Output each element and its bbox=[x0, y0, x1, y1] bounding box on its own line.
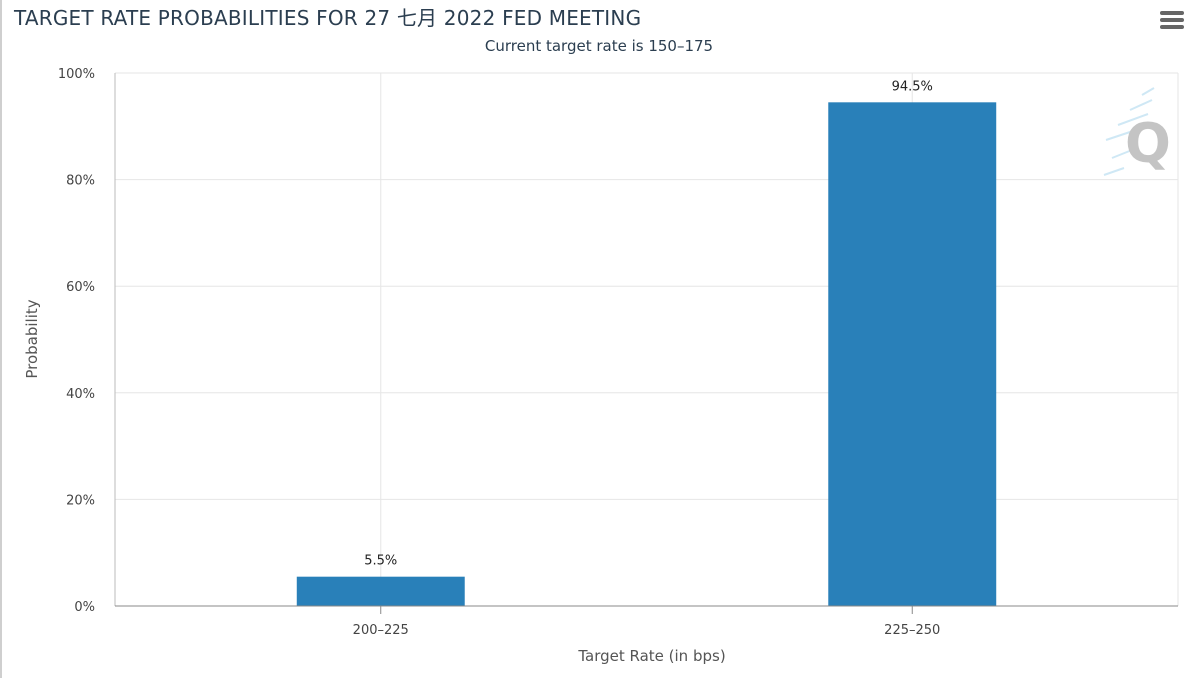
x-tick-label: 200–225 bbox=[353, 623, 409, 638]
y-tick-label: 40% bbox=[66, 387, 95, 402]
y-tick-label: 80% bbox=[66, 174, 95, 189]
x-tick-label: 225–250 bbox=[884, 623, 940, 638]
chart-subtitle: Current target rate is 150–175 bbox=[484, 37, 714, 55]
y-tick-label: 0% bbox=[74, 600, 95, 615]
data-label: 5.5% bbox=[364, 554, 397, 569]
bar[interactable] bbox=[828, 102, 997, 606]
data-label: 94.5% bbox=[892, 79, 933, 94]
q-logo-watermark: Q bbox=[1103, 87, 1171, 176]
grid-lines bbox=[115, 72, 1179, 606]
svg-text:Q: Q bbox=[1125, 112, 1171, 175]
hamburger-menu-icon[interactable] bbox=[1158, 8, 1188, 34]
x-axis-title: Target Rate (in bps) bbox=[577, 647, 725, 665]
bar[interactable] bbox=[296, 576, 465, 606]
y-tick-label: 60% bbox=[66, 280, 95, 295]
chart-title: TARGET RATE PROBABILITIES FOR 27 七月 2022… bbox=[14, 6, 642, 30]
y-tick-label: 100% bbox=[58, 67, 95, 82]
y-axis-title: Probability bbox=[23, 299, 41, 378]
y-tick-label: 20% bbox=[66, 493, 95, 508]
